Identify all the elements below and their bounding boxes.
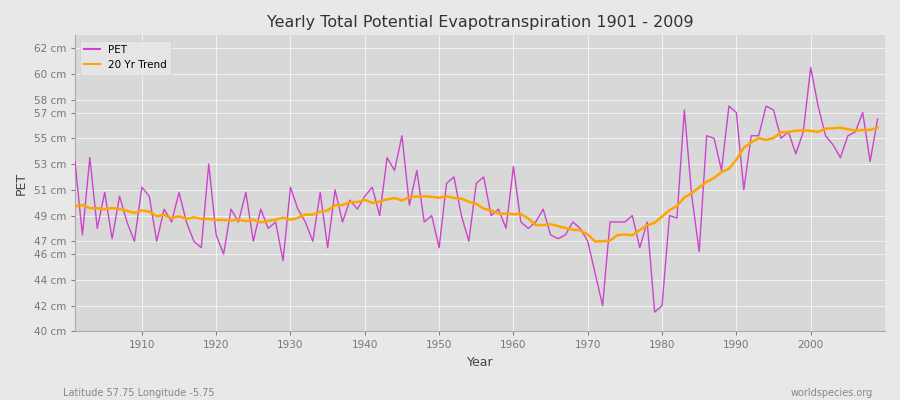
- Text: Latitude 57.75 Longitude -5.75: Latitude 57.75 Longitude -5.75: [63, 388, 214, 398]
- Text: worldspecies.org: worldspecies.org: [791, 388, 873, 398]
- X-axis label: Year: Year: [467, 356, 493, 369]
- Title: Yearly Total Potential Evapotranspiration 1901 - 2009: Yearly Total Potential Evapotranspiratio…: [266, 15, 693, 30]
- Legend: PET, 20 Yr Trend: PET, 20 Yr Trend: [80, 40, 171, 74]
- Y-axis label: PET: PET: [15, 172, 28, 195]
